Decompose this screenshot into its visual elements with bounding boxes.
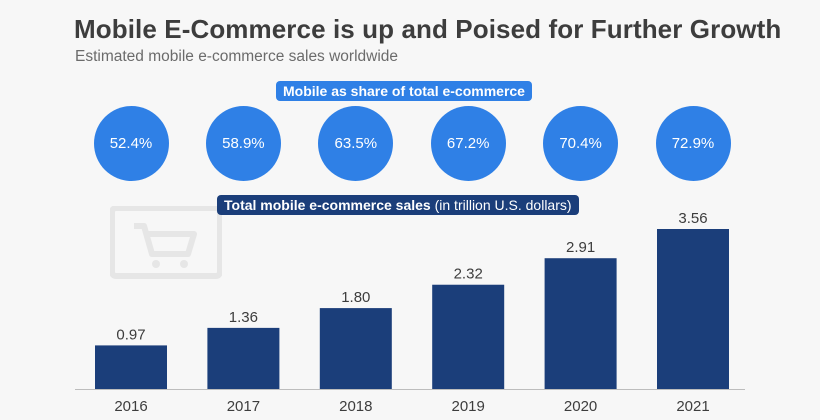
value-label-2019: 2.32 bbox=[454, 266, 483, 283]
shopping-cart-monitor-icon bbox=[110, 206, 222, 279]
share-circle-2018: 63.5% bbox=[318, 106, 394, 181]
bar-2021 bbox=[657, 229, 729, 389]
bar-2017 bbox=[207, 327, 280, 389]
bar-2016 bbox=[95, 345, 167, 389]
value-label-2018: 1.80 bbox=[341, 289, 370, 306]
share-circle-2016: 52.4% bbox=[93, 106, 169, 181]
value-label-2020: 2.91 bbox=[566, 239, 595, 256]
share-circle-2019: 67.2% bbox=[430, 106, 506, 181]
total-sales-label-pill: Total mobile e-commerce sales (in trilli… bbox=[217, 195, 579, 215]
bar-2019 bbox=[432, 284, 505, 389]
x-tick-label-2019: 2019 bbox=[452, 398, 485, 415]
value-label-2017: 1.36 bbox=[229, 309, 258, 326]
total-sales-unit: (in trillion U.S. dollars) bbox=[434, 197, 572, 213]
x-tick-label-2018: 2018 bbox=[339, 398, 372, 415]
chart-title: Mobile E-Commerce is up and Poised for F… bbox=[74, 14, 782, 44]
bar-2018 bbox=[319, 308, 392, 389]
share-circle-2017: 58.9% bbox=[205, 106, 281, 181]
x-tick-label-2021: 2021 bbox=[676, 398, 709, 415]
chart-subtitle: Estimated mobile e-commerce sales worldw… bbox=[75, 48, 399, 65]
share-circle-2021: 72.9% bbox=[655, 106, 731, 181]
value-label-2021: 3.56 bbox=[678, 210, 707, 227]
value-label-2016: 0.97 bbox=[116, 326, 145, 343]
bar-2020 bbox=[544, 258, 617, 389]
x-tick-label-2020: 2020 bbox=[564, 398, 597, 415]
share-circle-2020: 70.4% bbox=[543, 106, 619, 181]
share-label-pill: Mobile as share of total e-commerce bbox=[276, 81, 532, 101]
x-tick-label-2016: 2016 bbox=[114, 398, 147, 415]
x-tick-label-2017: 2017 bbox=[227, 398, 260, 415]
total-sales-label: Total mobile e-commerce sales bbox=[224, 197, 431, 213]
